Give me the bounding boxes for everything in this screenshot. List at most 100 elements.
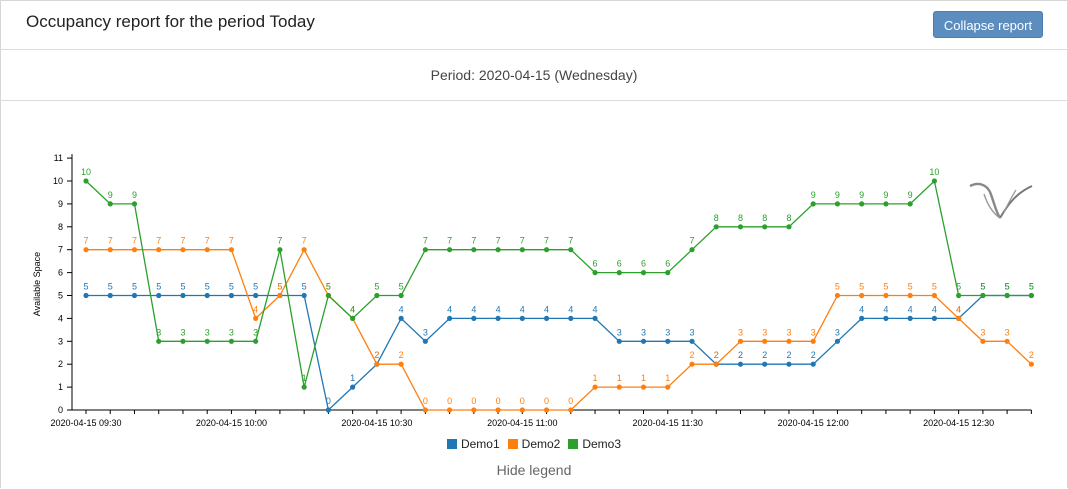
point-demo2	[204, 247, 210, 253]
data-label-demo1: 3	[641, 327, 646, 337]
point-demo1	[325, 407, 331, 413]
point-demo2	[495, 407, 501, 413]
point-demo3	[83, 178, 89, 184]
point-demo1	[907, 315, 913, 321]
point-demo1	[616, 338, 622, 344]
data-label-demo3: 8	[714, 213, 719, 223]
point-demo2	[980, 338, 986, 344]
point-demo3	[907, 201, 913, 207]
data-label-demo2: 5	[326, 282, 331, 292]
point-demo2	[737, 338, 744, 344]
point-demo2	[180, 247, 186, 253]
point-demo2	[810, 338, 816, 344]
point-demo2	[713, 361, 719, 367]
point-demo3	[422, 247, 428, 253]
data-label-demo2: 5	[908, 282, 913, 292]
legend-label: Demo3	[582, 437, 622, 451]
point-demo2	[543, 407, 550, 413]
point-demo1	[107, 292, 113, 299]
hide-legend-link[interactable]: Hide legend	[496, 462, 572, 478]
y-tick-label: 5	[58, 291, 63, 301]
data-label-demo2: 3	[811, 327, 816, 337]
legend-label: Demo1	[460, 437, 500, 451]
point-demo3	[713, 224, 719, 230]
data-label-demo3: 7	[520, 236, 525, 246]
x-tick-label: 2020-04-15 09:30	[50, 418, 121, 428]
y-tick-label: 4	[58, 313, 63, 323]
point-demo2	[107, 247, 113, 253]
point-demo3	[180, 338, 186, 344]
data-label-demo2: 7	[302, 236, 307, 246]
point-demo2	[374, 361, 380, 367]
chart-legend: Demo1 Demo2 Demo3	[0, 437, 1068, 455]
data-label-demo1: 5	[180, 282, 185, 292]
data-label-demo1: 3	[689, 327, 694, 337]
point-demo1	[640, 338, 647, 344]
data-label-demo1: 2	[738, 350, 743, 360]
data-label-demo3: 6	[617, 259, 622, 269]
legend-item-demo3[interactable]: Demo3	[568, 437, 621, 451]
data-label-demo3: 5	[1005, 282, 1010, 292]
x-tick-label: 2020-04-15 11:30	[633, 418, 703, 428]
point-demo3	[131, 201, 138, 207]
point-demo1	[665, 338, 671, 344]
point-demo1	[228, 292, 235, 299]
data-label-demo1: 5	[253, 282, 258, 292]
point-demo3	[931, 178, 938, 184]
data-label-demo2: 0	[568, 396, 573, 406]
x-tick-label: 2020-04-15 12:00	[778, 418, 849, 428]
data-label-demo1: 4	[447, 304, 452, 314]
y-tick-label: 6	[58, 268, 63, 278]
data-label-demo2: 2	[714, 350, 719, 360]
point-demo2	[762, 338, 768, 344]
data-label-demo3: 5	[956, 282, 961, 292]
data-label-demo3: 5	[980, 282, 985, 292]
data-label-demo3: 9	[811, 190, 816, 200]
legend-item-demo1[interactable]: Demo1	[446, 437, 500, 451]
point-demo2	[859, 292, 865, 299]
data-label-demo1: 4	[496, 304, 501, 314]
data-label-demo1: 3	[617, 327, 622, 337]
data-label-demo3: 9	[108, 190, 113, 200]
data-label-demo3: 3	[253, 327, 258, 337]
data-label-demo2: 5	[835, 282, 840, 292]
point-demo2	[277, 292, 283, 299]
point-demo3	[543, 247, 550, 253]
point-demo3	[1028, 292, 1034, 299]
point-demo1	[519, 315, 525, 321]
period-row: Period: 2020-04-15 (Wednesday)	[0, 50, 1068, 101]
data-label-demo1: 5	[277, 282, 282, 292]
data-label-demo3: 8	[786, 213, 791, 223]
data-label-demo2: 1	[617, 373, 622, 383]
data-label-demo3: 1	[302, 373, 307, 383]
data-label-demo1: 2	[714, 350, 719, 360]
data-label-demo2: 2	[374, 350, 379, 360]
data-label-demo1: 2	[786, 350, 791, 360]
data-label-demo1: 4	[956, 304, 961, 314]
legend-label: Demo2	[521, 437, 561, 451]
data-label-demo2: 0	[471, 396, 476, 406]
point-demo3	[689, 247, 695, 253]
point-demo3	[786, 224, 792, 230]
legend-swatch	[507, 439, 518, 449]
legend-item-demo2[interactable]: Demo2	[507, 437, 561, 451]
data-label-demo2: 7	[108, 236, 113, 246]
point-demo1	[180, 292, 186, 299]
data-label-demo3: 7	[423, 236, 428, 246]
data-label-demo1: 5	[132, 282, 137, 292]
data-label-demo1: 4	[568, 304, 573, 314]
point-demo2	[131, 247, 138, 253]
data-label-demo2: 7	[132, 236, 137, 246]
collapse-report-button[interactable]: Collapse report	[933, 11, 1043, 38]
point-demo2	[83, 247, 89, 253]
y-tick-label: 7	[58, 245, 63, 255]
data-label-demo2: 7	[83, 236, 88, 246]
point-demo3	[519, 247, 525, 253]
data-label-demo3: 7	[277, 236, 282, 246]
data-label-demo3: 3	[180, 327, 185, 337]
point-demo1	[301, 292, 307, 299]
point-demo1	[131, 292, 138, 299]
data-label-demo3: 6	[665, 259, 670, 269]
point-demo3	[640, 270, 647, 276]
